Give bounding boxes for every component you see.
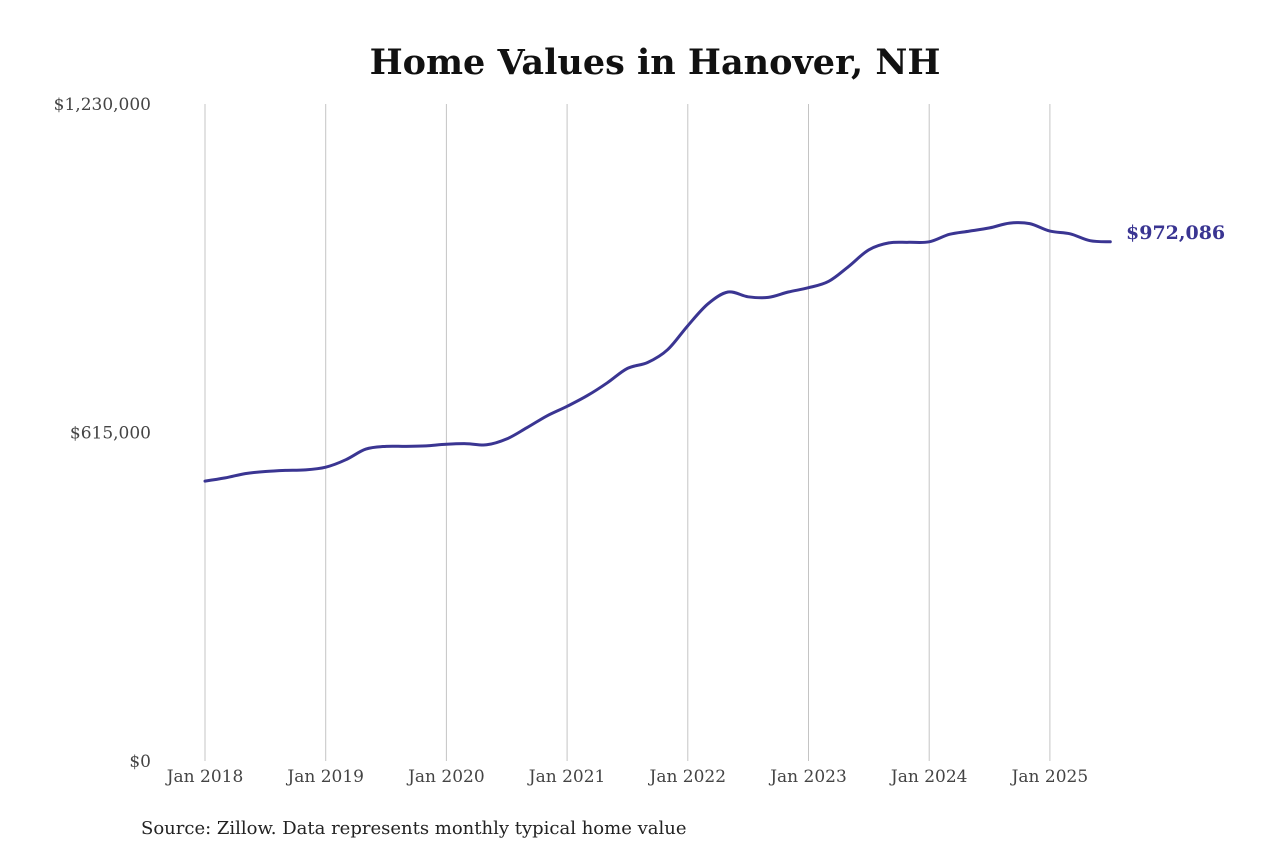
y-tick-label: $615,000 [70,424,151,444]
chart-title: Home Values in Hanover, NH [370,42,941,83]
source-note: Source: Zillow. Data represents monthly … [141,818,687,839]
x-tick-label: Jan 2025 [1010,767,1089,787]
y-tick-label: $0 [129,752,151,772]
x-tick-label: Jan 2020 [406,767,485,787]
latest-value-label: $972,086 [1126,222,1225,244]
x-axis-tick-labels: Jan 2018 Jan 2019 Jan 2020 Jan 2021 Jan 2022… [165,767,1088,787]
y-axis-tick-labels: $0 $615,000 $1,230,000 [54,95,151,772]
x-tick-label: Jan 2024 [889,767,968,787]
x-tick-label: Jan 2019 [285,767,364,787]
home-value-series-line [203,221,1112,483]
vertical-gridlines [204,104,1051,761]
x-tick-label: Jan 2018 [165,767,244,787]
x-tick-label: Jan 2021 [527,767,606,787]
x-tick-label: Jan 2022 [648,767,727,787]
x-tick-label: Jan 2023 [768,767,847,787]
y-tick-label: $1,230,000 [54,95,151,115]
